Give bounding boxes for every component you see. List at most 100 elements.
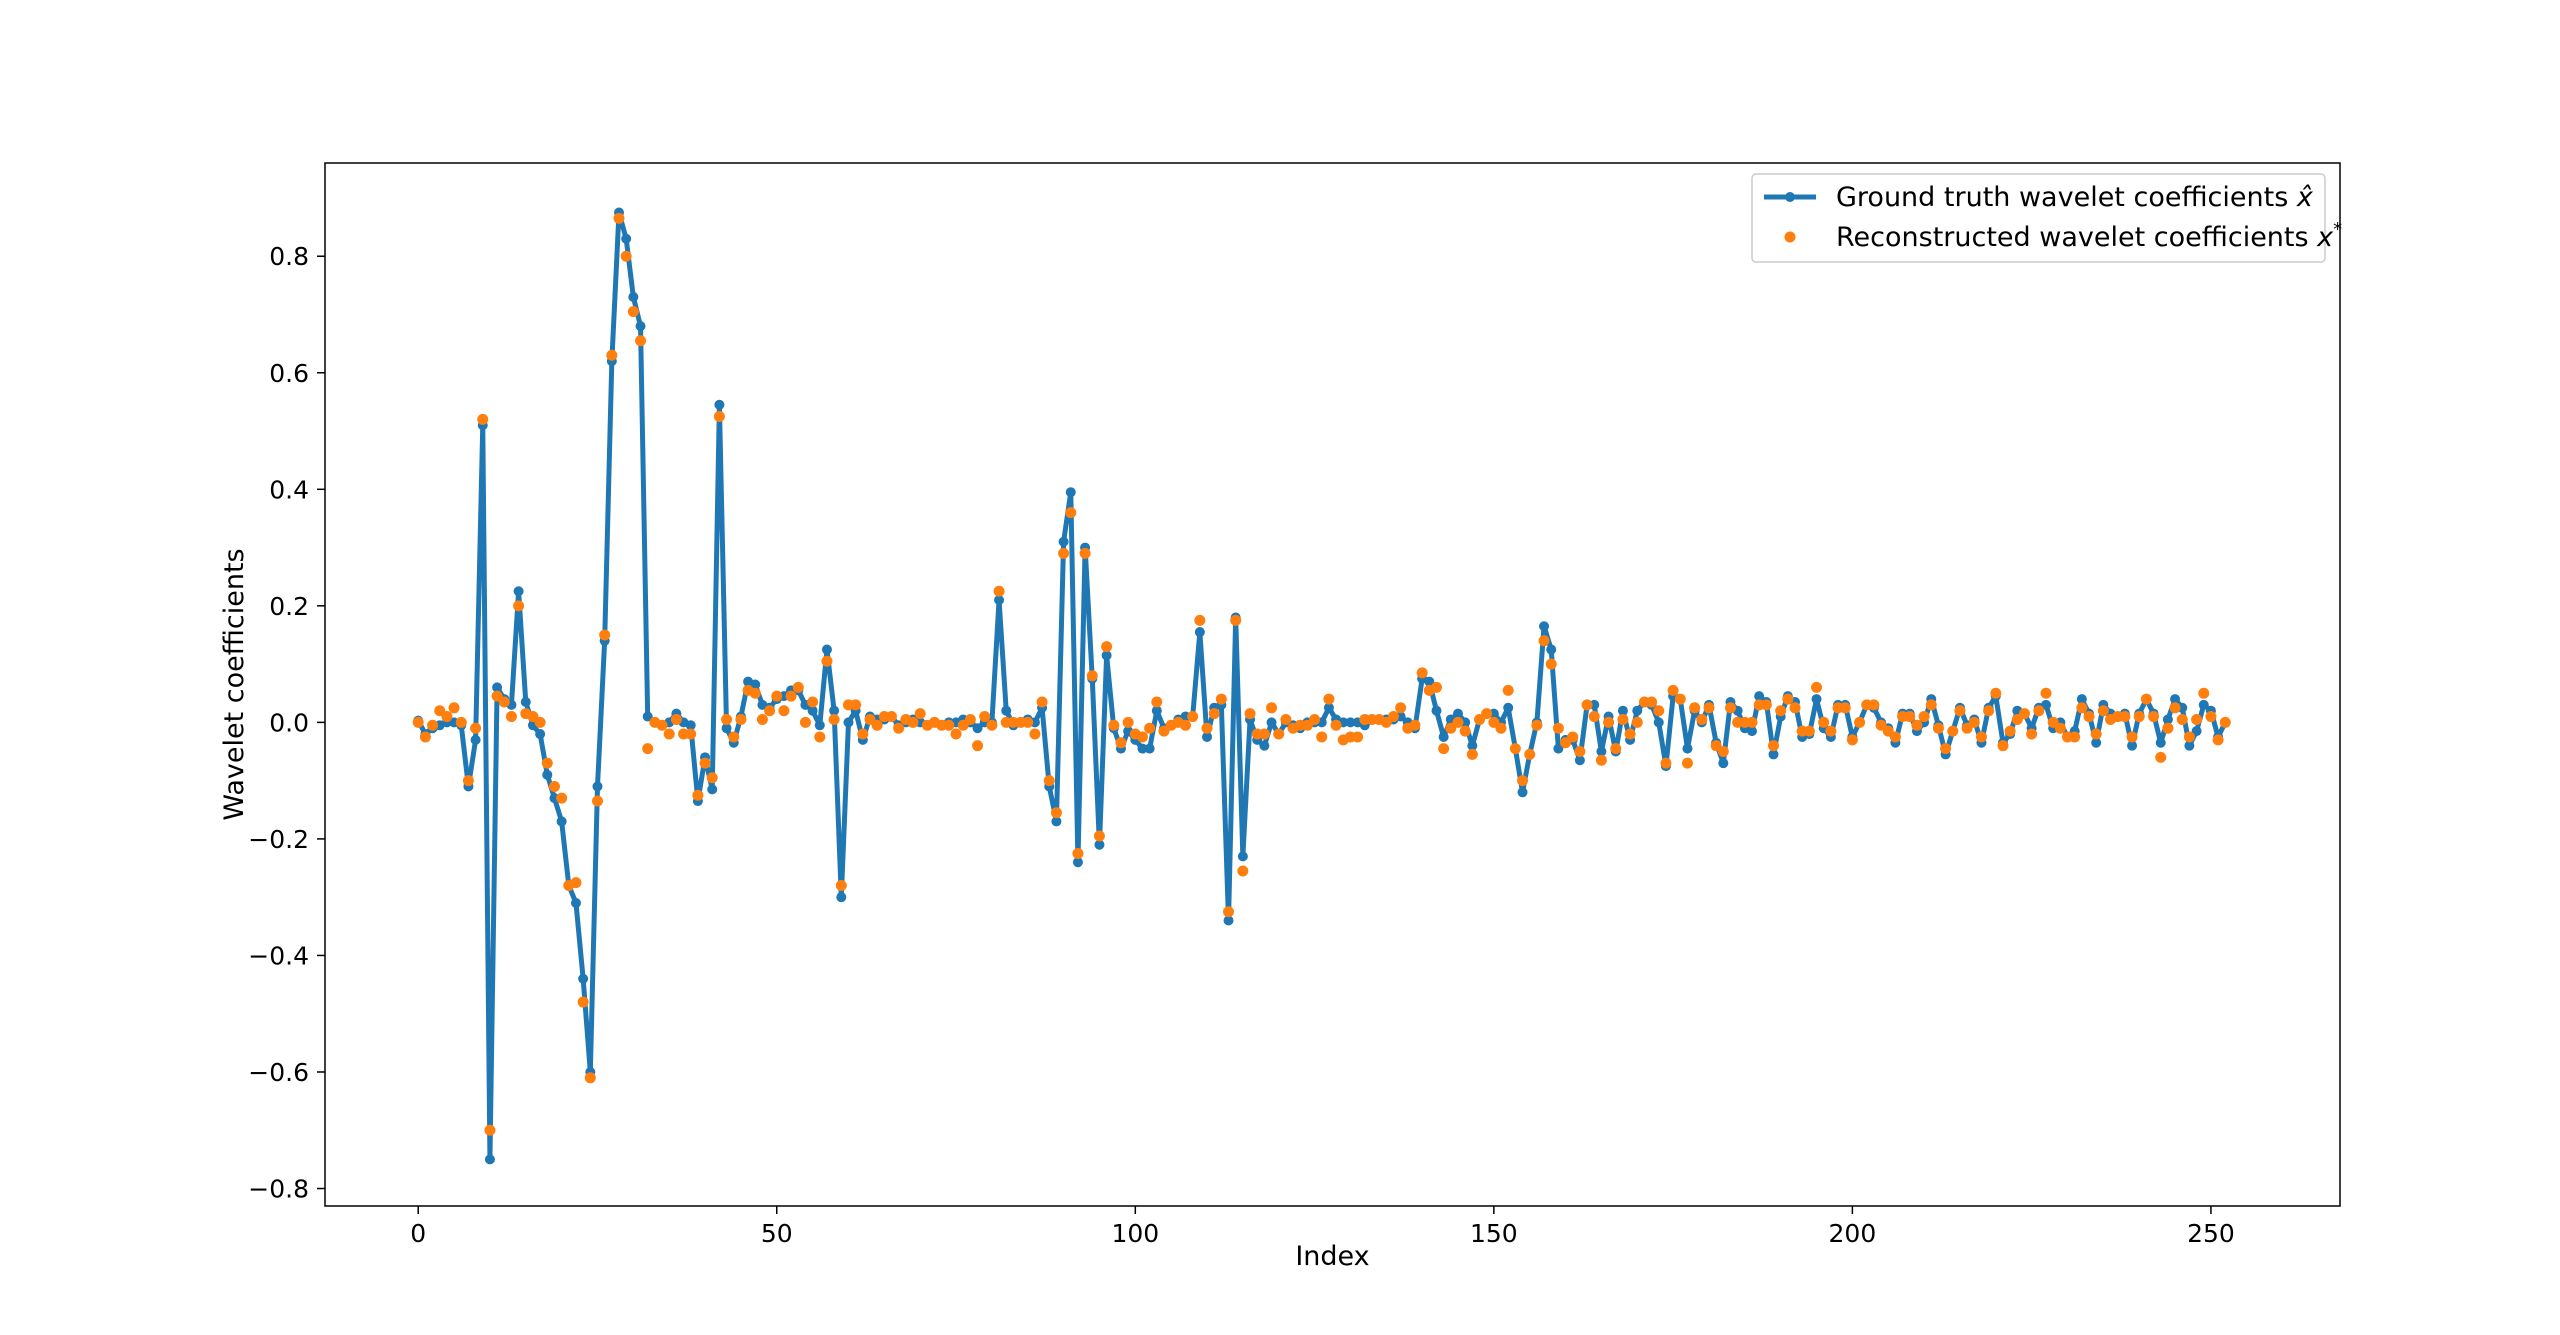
series-line-ground-truth [416, 210, 2228, 1162]
point-reconstructed [964, 713, 976, 725]
point-reconstructed [599, 629, 611, 641]
point-reconstructed [735, 713, 747, 725]
point-ground-truth [492, 682, 503, 693]
point-reconstructed [1086, 670, 1098, 682]
point-reconstructed [1581, 699, 1593, 711]
point-reconstructed [1889, 731, 1901, 743]
point-reconstructed [556, 792, 568, 804]
point-reconstructed [1904, 711, 1916, 723]
legend-marker-ground-truth [1785, 192, 1795, 202]
point-reconstructed [1022, 716, 1034, 728]
point-reconstructed [1624, 728, 1636, 740]
legend-label-reconstructed-symbol: x [2316, 222, 2334, 253]
point-reconstructed [1603, 716, 1615, 728]
point-reconstructed [570, 877, 582, 889]
point-reconstructed [1839, 702, 1851, 714]
legend-label-reconstructed-text: Reconstructed wavelet coefficients [1836, 222, 2317, 253]
point-ground-truth [1259, 740, 1270, 751]
point-reconstructed [1617, 713, 1629, 725]
point-reconstructed [2183, 731, 2195, 743]
point-reconstructed [1452, 716, 1464, 728]
point-reconstructed [1459, 725, 1471, 737]
point-reconstructed [2198, 687, 2210, 699]
point-ground-truth [829, 705, 840, 716]
y-tick-label: 0.6 [269, 359, 309, 388]
point-reconstructed [807, 696, 819, 708]
point-ground-truth [1467, 740, 1478, 751]
point-reconstructed [1029, 728, 1041, 740]
point-reconstructed [1768, 740, 1780, 752]
point-ground-truth [1101, 650, 1112, 661]
point-reconstructed [412, 716, 424, 728]
point-reconstructed [1151, 696, 1163, 708]
point-reconstructed [548, 780, 560, 792]
point-ground-truth [1517, 787, 1528, 798]
point-reconstructed [692, 789, 704, 801]
point-reconstructed [2148, 711, 2160, 723]
point-ground-truth [1137, 743, 1148, 754]
point-reconstructed [1703, 702, 1715, 714]
point-reconstructed [534, 716, 546, 728]
point-reconstructed [1438, 743, 1450, 755]
legend: Ground truth wavelet coefficients x̂ Rec… [1751, 173, 2342, 263]
point-reconstructed [749, 687, 761, 699]
point-reconstructed [427, 719, 439, 731]
point-reconstructed [1574, 746, 1586, 758]
x-tick-label: 150 [1470, 1219, 1518, 1248]
point-reconstructed [1036, 696, 1048, 708]
point-reconstructed [1918, 711, 1930, 723]
point-reconstructed [1309, 713, 1321, 725]
point-reconstructed [685, 728, 697, 740]
point-reconstructed [1997, 740, 2009, 752]
point-ground-truth [1144, 743, 1155, 754]
point-reconstructed [505, 711, 517, 723]
y-axis-label: Wavelet coefficients [219, 548, 250, 820]
point-ground-truth [1632, 705, 1643, 716]
point-ground-truth [513, 586, 524, 597]
point-reconstructed [2004, 725, 2016, 737]
point-reconstructed [893, 722, 905, 734]
legend-frame [1751, 173, 2326, 263]
point-reconstructed [850, 699, 862, 711]
point-ground-truth [1546, 644, 1557, 655]
point-ground-truth [1223, 915, 1234, 926]
legend-label-reconstructed-superscript: * [2333, 219, 2342, 240]
point-reconstructed [1409, 719, 1421, 731]
point-reconstructed [663, 728, 675, 740]
point-reconstructed [2133, 711, 2145, 723]
point-ground-truth [1811, 694, 1822, 705]
point-reconstructed [1237, 865, 1249, 877]
point-ground-truth [836, 892, 847, 903]
point-reconstructed [1811, 681, 1823, 693]
point-ground-truth [1596, 746, 1607, 757]
point-ground-truth [1072, 857, 1083, 868]
point-ground-truth [1194, 627, 1205, 638]
point-reconstructed [1187, 711, 1199, 723]
point-ground-truth [470, 734, 481, 745]
point-ground-truth [1718, 758, 1729, 769]
point-reconstructed [1502, 684, 1514, 696]
point-reconstructed [1990, 687, 2002, 699]
point-reconstructed [1330, 719, 1342, 731]
point-ground-truth [2170, 694, 2181, 705]
point-ground-truth [1065, 487, 1076, 498]
point-reconstructed [627, 306, 639, 318]
point-reconstructed [1517, 775, 1529, 787]
point-reconstructed [1983, 705, 1995, 717]
point-reconstructed [814, 731, 826, 743]
point-reconstructed [728, 731, 740, 743]
legend-label-reconstructed: Reconstructed wavelet coefficients x* [1836, 219, 2342, 253]
point-reconstructed [1595, 754, 1607, 766]
legend-label-ground-truth: Ground truth wavelet coefficients x̂ [1836, 182, 2314, 213]
point-reconstructed [1932, 722, 1944, 734]
point-ground-truth [1051, 816, 1062, 827]
point-reconstructed [1854, 716, 1866, 728]
point-ground-truth [570, 898, 581, 909]
point-reconstructed [1430, 681, 1442, 693]
y-tick-label: −0.4 [248, 941, 309, 970]
point-reconstructed [2162, 722, 2174, 734]
point-reconstructed [1610, 743, 1622, 755]
point-reconstructed [1567, 731, 1579, 743]
point-reconstructed [713, 410, 725, 422]
point-ground-truth [1768, 749, 1779, 760]
